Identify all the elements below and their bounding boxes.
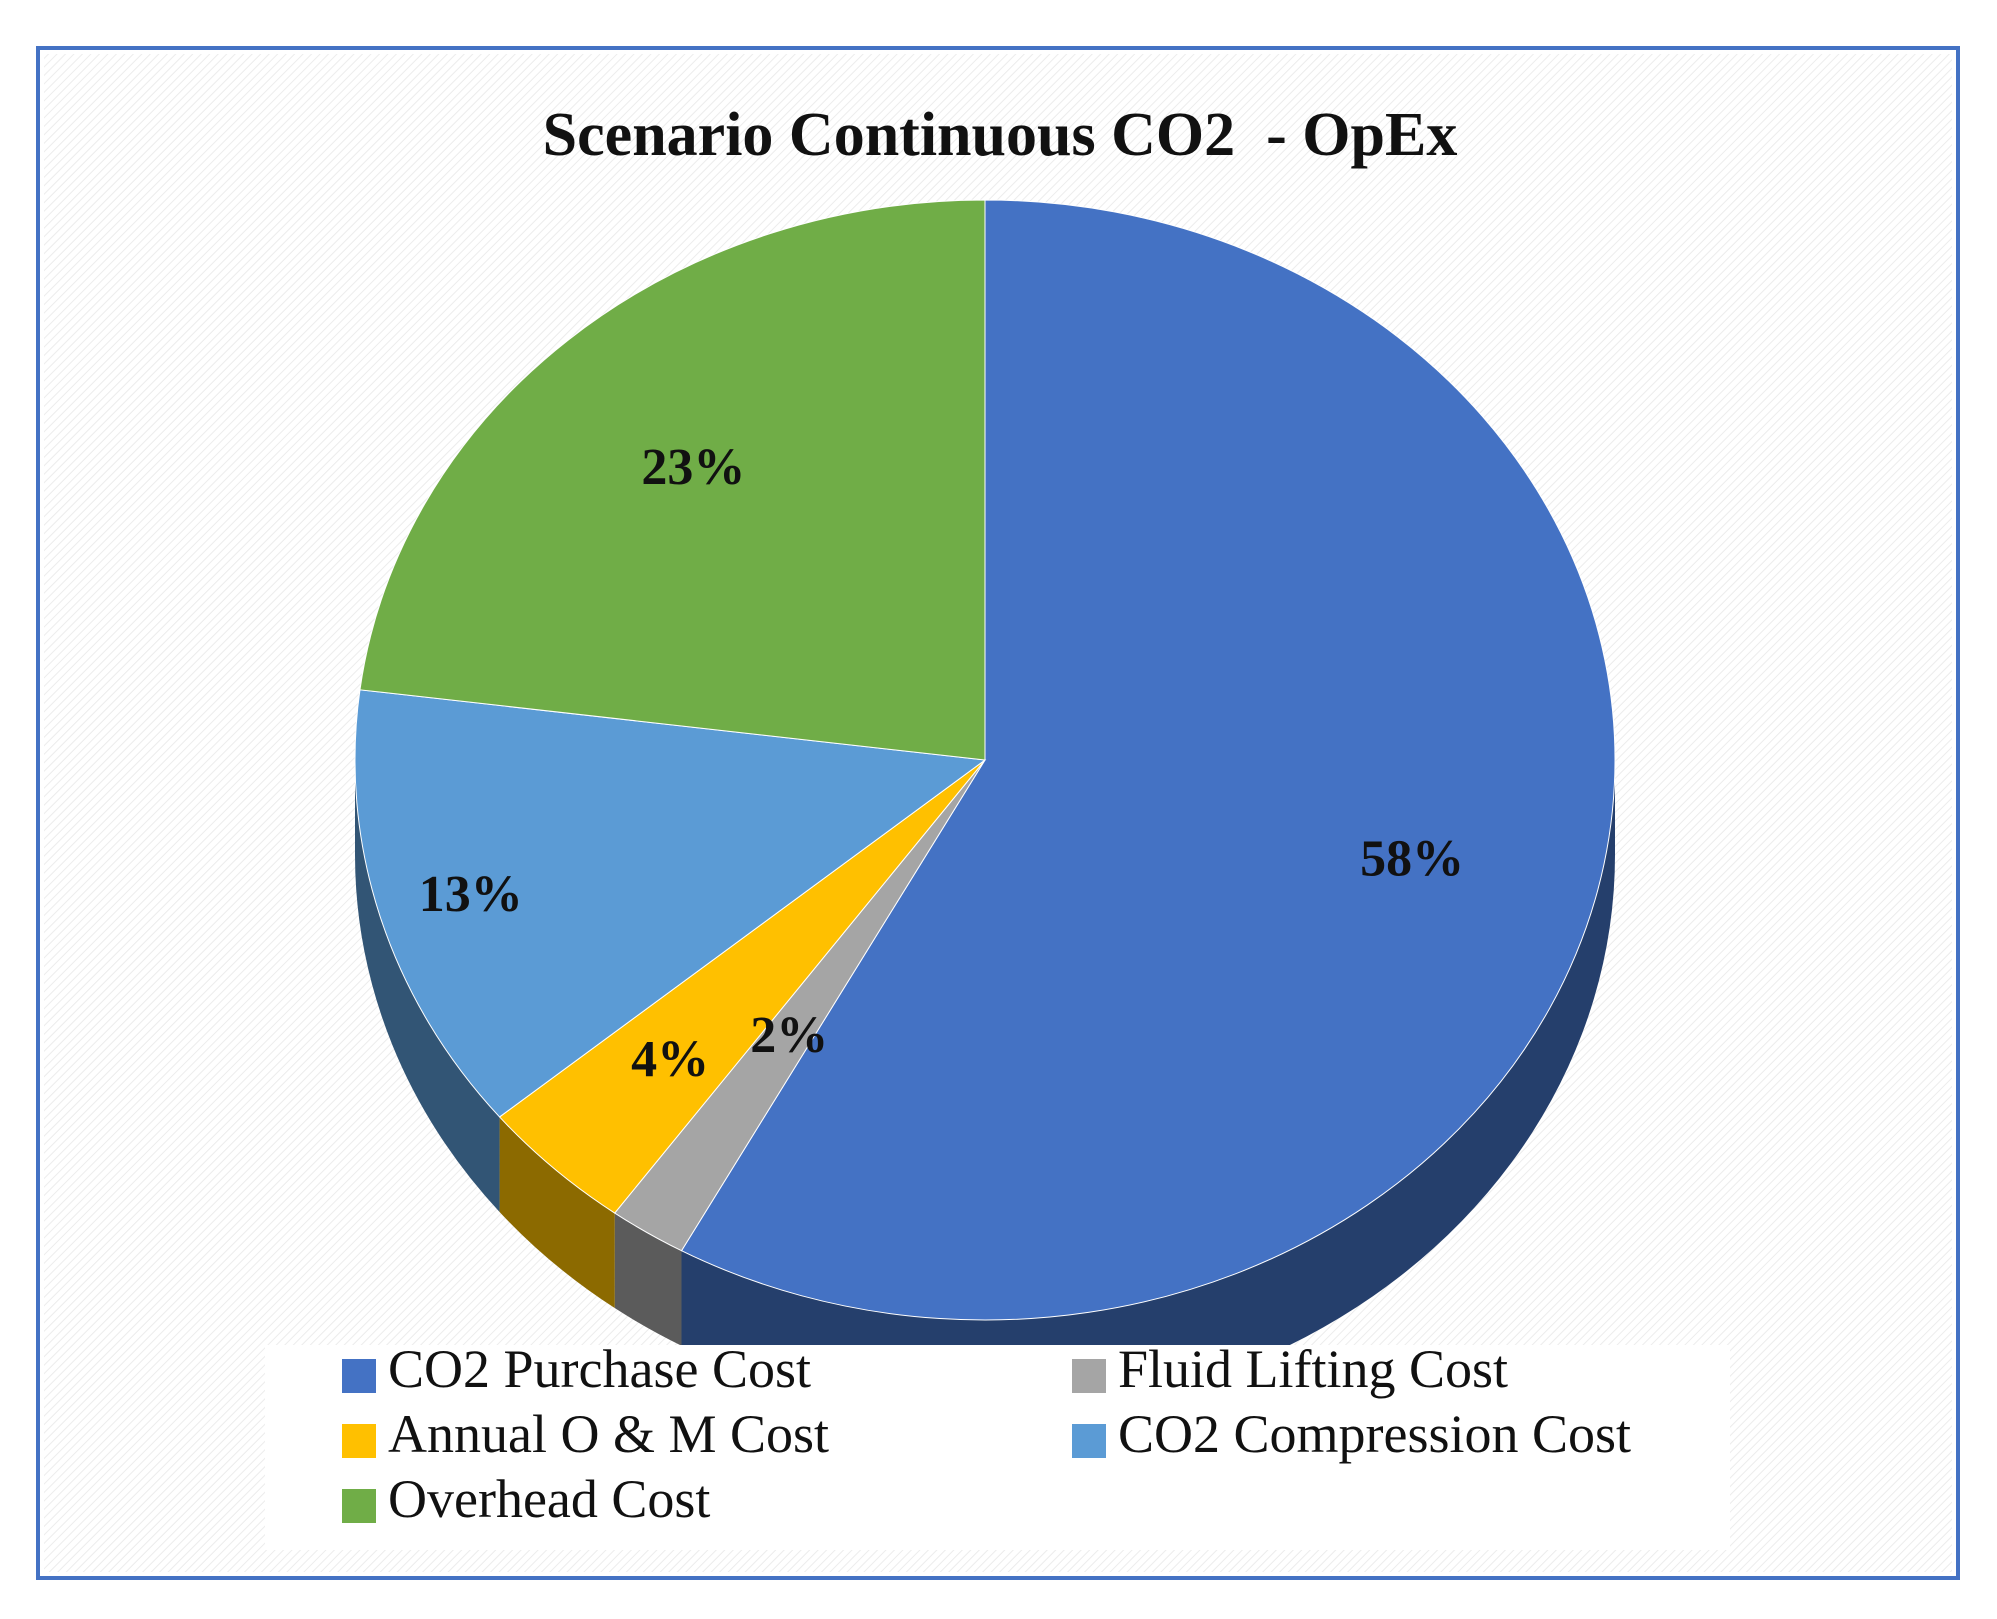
chart-title: Scenario Continuous CO2 - OpEx — [543, 101, 1458, 169]
data-label-co2-compression-cost: 13% — [419, 866, 523, 923]
legend-label-co2-purchase-cost: CO2 Purchase Cost — [388, 1339, 811, 1399]
legend-label-fluid-lifting-cost: Fluid Lifting Cost — [1118, 1339, 1508, 1399]
legend-label-annual-o-m-cost: Annual O & M Cost — [388, 1404, 829, 1464]
pie-side-co2-compression-cost — [355, 760, 500, 1212]
data-label-fluid-lifting-cost: 2% — [750, 1007, 828, 1064]
legend-label-co2-compression-cost: CO2 Compression Cost — [1118, 1404, 1631, 1464]
pie-slice-overhead-cost — [359, 199, 986, 761]
legend-item-co2-compression-cost: CO2 Compression Cost — [1072, 1404, 1631, 1464]
pie-side-annual-o-m-cost — [499, 1116, 615, 1309]
legend-item-annual-o-m-cost: Annual O & M Cost — [342, 1404, 829, 1464]
pie-side-co2-purchase-cost — [681, 760, 1615, 1415]
legend-item-co2-purchase-cost: CO2 Purchase Cost — [342, 1339, 811, 1399]
data-label-co2-purchase-cost: 58% — [1360, 830, 1464, 887]
legend-background — [265, 1345, 1730, 1550]
legend-item-overhead-cost: Overhead Cost — [342, 1469, 710, 1529]
pie-slice-co2-purchase-cost — [680, 199, 1616, 1321]
pie-slice-co2-compression-cost — [354, 689, 987, 1118]
legend-swatch-co2-compression-cost — [1072, 1424, 1106, 1458]
legend-label-overhead-cost: Overhead Cost — [388, 1469, 710, 1529]
legend: CO2 Purchase Cost Fluid Lifting Cost Annua… — [342, 1339, 1631, 1529]
legend-swatch-fluid-lifting-cost — [1072, 1359, 1106, 1393]
pie-side-fluid-lifting-cost — [614, 1213, 682, 1346]
data-label-annual-o-m-cost: 4% — [631, 1031, 709, 1088]
legend-swatch-annual-o-m-cost — [342, 1424, 376, 1458]
legend-swatch-co2-purchase-cost — [342, 1359, 376, 1393]
pie-data-labels: 58% 2% 4% 13% 23% — [419, 439, 1464, 1088]
pie-sides — [355, 760, 1615, 1415]
pie-slices — [354, 199, 1616, 1321]
data-label-overhead-cost: 23% — [641, 439, 745, 496]
legend-swatch-overhead-cost — [342, 1489, 376, 1523]
legend-item-fluid-lifting-cost: Fluid Lifting Cost — [1072, 1339, 1508, 1399]
